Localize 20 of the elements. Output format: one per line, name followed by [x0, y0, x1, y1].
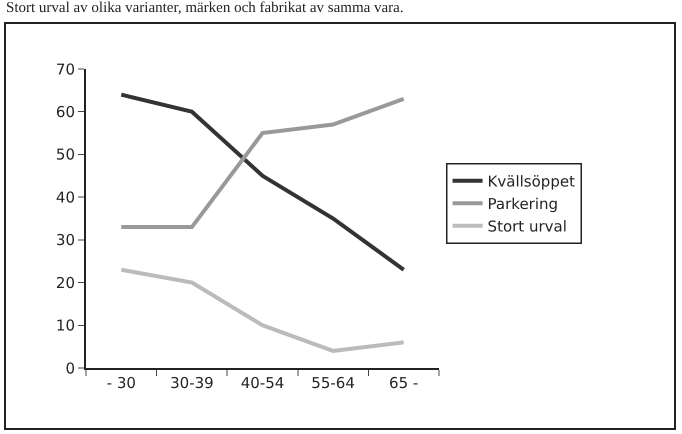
legend-label: Parkering — [488, 195, 558, 214]
legend-label: Kvällsöppet — [488, 172, 576, 191]
x-tick-label: 55-64 — [311, 374, 355, 392]
x-tick-label: 30-39 — [170, 374, 214, 392]
y-tick-label: 30 — [56, 231, 75, 250]
line-series — [119, 96, 406, 230]
y-tick-label: 10 — [56, 316, 75, 335]
y-tick-label: 60 — [56, 102, 75, 121]
line-series — [119, 268, 406, 353]
y-tick-label: 70 — [56, 60, 75, 78]
x-tick-label: 65 - — [389, 374, 418, 392]
line-series — [119, 92, 406, 272]
y-tick-label: 0 — [65, 359, 75, 378]
x-tick-label: 40-54 — [240, 374, 284, 392]
legend-label: Stort urval — [488, 218, 567, 236]
y-tick-label: 20 — [56, 274, 75, 292]
x-tick-label: - 30 — [106, 374, 136, 392]
chart-title: Stort urval av olika varianter, märken och fabrikat av samma vara. — [6, 0, 404, 17]
y-tick-label: 50 — [56, 146, 75, 164]
y-tick-label: 40 — [56, 188, 75, 206]
